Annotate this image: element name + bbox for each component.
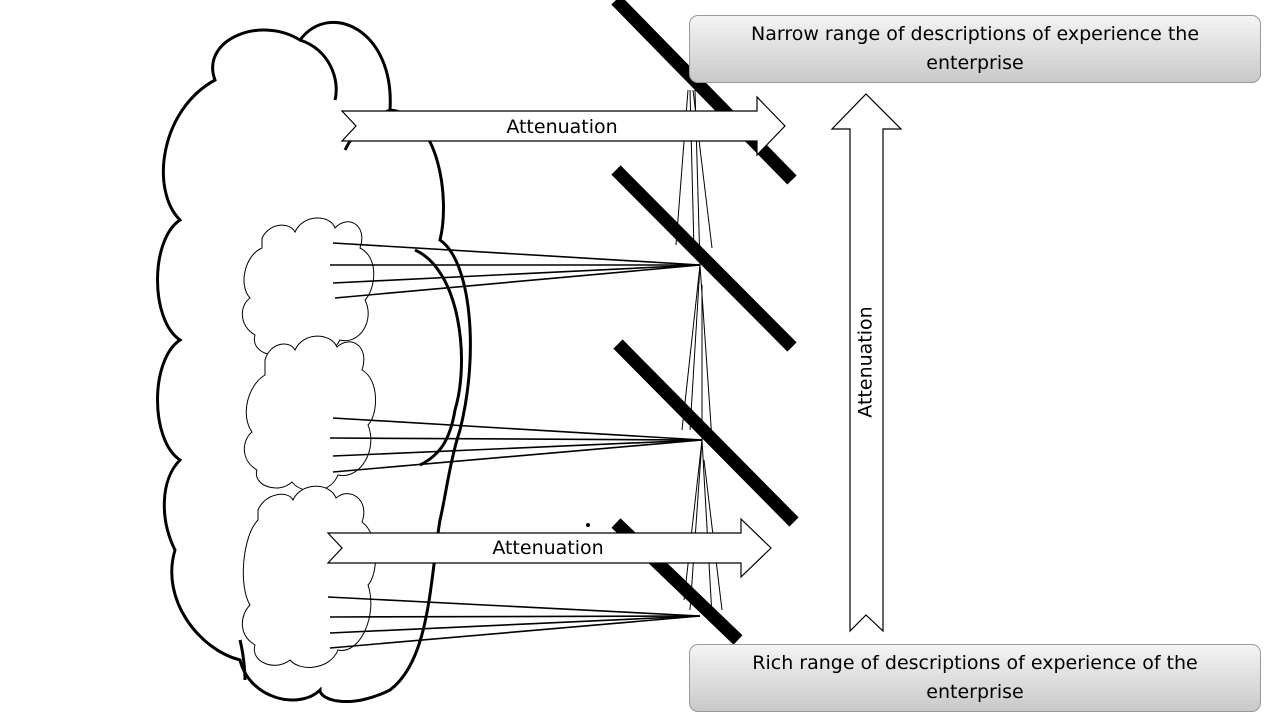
filter-bar-3 — [613, 339, 799, 527]
rich-range-box: Rich range of descriptions of experience… — [689, 644, 1261, 712]
vertical-arrow-label: Attenuation — [855, 306, 877, 417]
narrow-range-text: Narrow range of descriptions of experien… — [750, 23, 1200, 74]
small-cloud-middle — [243, 335, 377, 492]
lower-arrow-label: Attenuation — [492, 537, 603, 559]
filter-bar-2 — [611, 165, 797, 352]
vertical-attenuation-arrow: Attenuation — [830, 93, 903, 633]
small-cloud-top — [241, 217, 375, 357]
dot — [586, 523, 590, 527]
narrow-range-box: Narrow range of descriptions of experien… — [689, 15, 1261, 83]
lower-attenuation-arrow: Attenuation — [326, 517, 772, 579]
transmission-lines — [327, 242, 703, 649]
filter-bar-1 — [611, 0, 797, 185]
rich-range-text: Rich range of descriptions of experience… — [752, 652, 1198, 703]
upper-arrow-label: Attenuation — [506, 116, 617, 138]
small-cloud-bottom — [241, 485, 377, 668]
upper-attenuation-arrow: Attenuation — [340, 95, 786, 157]
